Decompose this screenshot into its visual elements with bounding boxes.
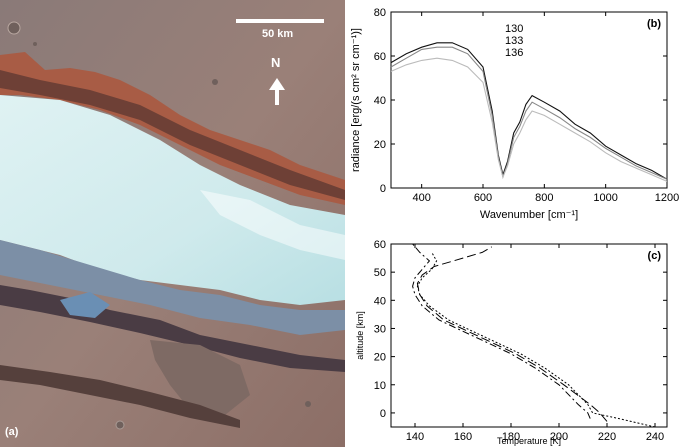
mars-canyon-image-panel: 50 km N (a) [0, 0, 345, 447]
y-tick-label: 60 [374, 239, 386, 251]
series-line [390, 46, 668, 180]
plots-area: 400 600 800 1000 1200 0 20 40 60 80 Wavenumber [cm… [345, 0, 685, 447]
scale-bar-label: 50 km [262, 28, 294, 40]
plot-frame [390, 243, 668, 428]
x-tick-label: 800 [535, 192, 553, 204]
x-tick-label: 200 [550, 431, 568, 443]
x-tick-label: 160 [454, 431, 472, 443]
north-label: N [271, 55, 281, 70]
north-arrow-icon [269, 78, 285, 105]
y-tick-label: 20 [374, 139, 386, 151]
y-tick-label: 40 [374, 95, 386, 107]
panel-a-label: (a) [5, 426, 19, 438]
y-tick-label: 20 [374, 352, 386, 364]
x-tick-label: 1000 [593, 192, 617, 204]
y-tick-label: 0 [380, 408, 386, 420]
y-tick-label: 0 [380, 183, 386, 195]
x-tick-label: 600 [474, 192, 492, 204]
legend-entry: 136 [505, 47, 523, 59]
y-tick-label: 50 [374, 267, 386, 279]
panel-label: (c) [648, 250, 662, 262]
x-tick-label: 220 [598, 431, 616, 443]
x-axis-label: Wavenumber [cm⁻¹] [480, 209, 578, 221]
y-axis-label: radiance [erg/(s cm² sr cm⁻¹)] [350, 28, 362, 172]
x-tick-label: 180 [502, 431, 520, 443]
temperature-profile-chart: 140 160 180 200 220 240 0 10 20 30 40 50 60 Temperatu… [355, 239, 668, 446]
x-tick-label: 1200 [655, 192, 679, 204]
series-line [390, 57, 668, 182]
x-tick-label: 400 [412, 192, 430, 204]
series-line [390, 42, 668, 180]
series-line [416, 246, 608, 422]
mars-canyon-image [0, 0, 345, 447]
scale-bar [236, 19, 324, 23]
x-axis-label: Temperature [K] [497, 436, 561, 446]
legend-entry: 133 [505, 35, 523, 47]
radiance-spectrum-chart: 400 600 800 1000 1200 0 20 40 60 80 Wavenumber [cm… [350, 7, 679, 221]
y-tick-label: 80 [374, 7, 386, 19]
panel-label: (b) [647, 18, 661, 30]
legend-entry: 130 [505, 23, 523, 35]
y-tick-label: 60 [374, 51, 386, 63]
y-axis-label: altitude [km] [355, 311, 365, 360]
y-tick-label: 30 [374, 323, 386, 335]
series-line [416, 252, 656, 428]
y-tick-label: 40 [374, 295, 386, 307]
y-tick-label: 10 [374, 380, 386, 392]
x-tick-label: 240 [646, 431, 664, 443]
x-tick-label: 140 [406, 431, 424, 443]
series-line [412, 243, 591, 419]
